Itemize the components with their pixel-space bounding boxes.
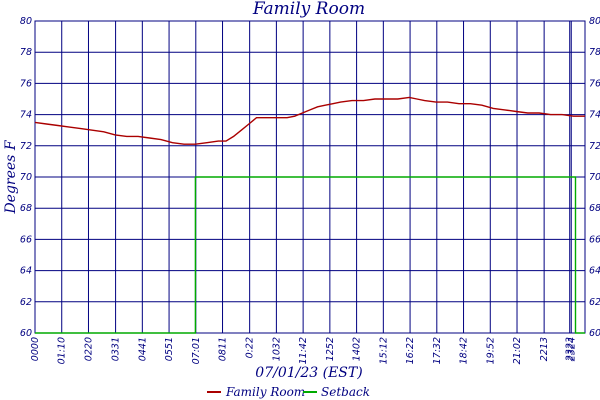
x-tick-label: 1032: [271, 337, 282, 361]
series-layer: [34, 96, 585, 334]
x-tick-label: 1402: [352, 337, 363, 361]
y-tick-label-right: 76: [589, 78, 600, 89]
y-tick-label: 70: [20, 172, 32, 183]
y-tick-label-right: 66: [589, 234, 600, 245]
x-tick-label: 0000: [30, 337, 41, 361]
x-tick-label: 19:52: [485, 337, 496, 364]
y-tick-label-right: 62: [589, 297, 600, 308]
y-tick-label: 76: [20, 78, 32, 89]
y-tick-label-right: 78: [589, 47, 600, 58]
y-tick-label-right: 64: [589, 266, 600, 277]
y-tick-label: 74: [20, 110, 32, 121]
y-tick-label: 80: [20, 16, 32, 27]
y-tick-label-right: 80: [589, 16, 600, 27]
y-tick-label-right: 68: [589, 203, 600, 214]
y-tick-label: 78: [20, 47, 32, 58]
x-tick-label: 0811: [218, 337, 229, 361]
legend: Family Room Setback: [207, 385, 370, 399]
x-tick-label: 07:01: [191, 337, 202, 364]
y-tick-label: 60: [20, 328, 32, 339]
legend-label-setback: Setback: [321, 385, 370, 399]
series-line-setback: [35, 176, 585, 334]
x-tick-label: 0:22: [245, 337, 256, 358]
x-tick-label: 15:12: [378, 337, 389, 364]
x-tick-label: 1252: [325, 337, 336, 361]
y-tick-label-right: 60: [589, 328, 600, 339]
x-tick-label: 01:10: [57, 337, 68, 364]
y-axis-label: Degrees F: [3, 139, 19, 214]
y-tick-label-right: 74: [589, 110, 600, 121]
chart-title: Family Room: [252, 0, 365, 19]
y-tick-label: 72: [20, 141, 32, 152]
x-axis-label: 07/01/23 (EST): [255, 365, 362, 381]
x-tick-label: 0551: [164, 337, 175, 361]
x-tick-label: 11:42: [298, 337, 309, 364]
x-tick-labels: 0000 01:10 0220 0331 0441 0551 07:01 0811 0:22 10…: [30, 337, 577, 364]
y-tick-label: 64: [20, 266, 32, 277]
x-tick-label: 2323: [565, 337, 576, 361]
x-tick-label: 16:22: [405, 337, 416, 364]
x-tick-label: 0331: [111, 337, 122, 361]
x-tick-label: 0220: [83, 337, 94, 361]
x-tick-label: 18:42: [459, 337, 470, 364]
legend-label-family-room: Family Room: [225, 385, 305, 399]
x-tick-label: 2324: [566, 337, 577, 361]
y-tick-labels-right: 60 62 64 66 68 70 72 74 76 78 80: [589, 16, 600, 339]
x-tick-label: 0441: [137, 337, 148, 361]
x-tick-label: 17:32: [432, 337, 443, 364]
y-tick-label: 66: [20, 234, 32, 245]
y-tick-label: 62: [20, 297, 32, 308]
x-tick-label: 2213: [539, 337, 550, 361]
y-tick-label-right: 72: [589, 141, 600, 152]
x-tick-label: 21:02: [512, 337, 523, 364]
y-tick-label: 68: [20, 203, 32, 214]
y-tick-label-right: 70: [589, 172, 600, 183]
y-tick-labels-left: 60 62 64 66 68 70 72 74 76 78 80: [20, 16, 32, 339]
series-line-family-room: [34, 96, 585, 145]
